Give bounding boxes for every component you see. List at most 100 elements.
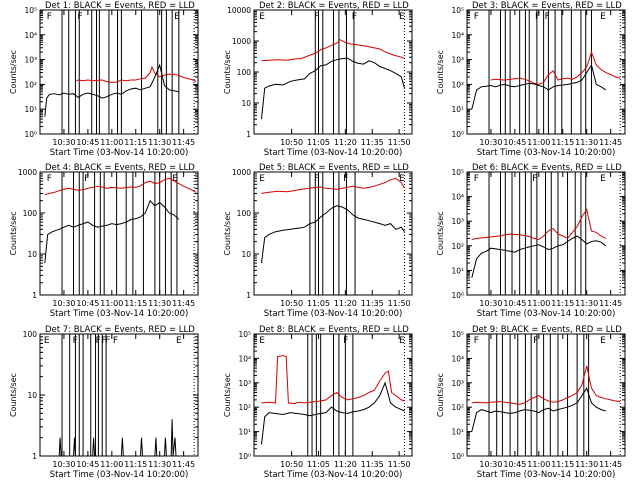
- series-lld-line: [471, 208, 607, 241]
- x-tick-label: 11:35: [361, 299, 384, 308]
- y-tick-label: 10⁴: [451, 31, 464, 40]
- marker-f: F: [47, 174, 52, 184]
- y-tick-label: 10⁰: [451, 291, 464, 300]
- x-tick-label: 10:30: [52, 460, 75, 469]
- y-tick-label: 100: [237, 68, 252, 77]
- x-tick-label: 10:30: [52, 299, 75, 308]
- x-axis-label: Start Time (03-Nov-14 10:20:00): [50, 470, 189, 480]
- panel-title: Det 7: BLACK = Events, RED = LLD: [45, 325, 195, 335]
- marker-f: F: [474, 174, 479, 184]
- marker-e: E: [399, 12, 405, 22]
- marker-f: F: [113, 336, 118, 346]
- marker-e: E: [399, 174, 405, 184]
- y-tick-label: 10²: [238, 403, 251, 412]
- series-events-line: [471, 63, 607, 110]
- y-axis-label: Counts/sec: [223, 373, 232, 417]
- x-tick-label: 11:30: [148, 460, 171, 469]
- x-tick-label: 11:00: [100, 138, 123, 147]
- plot-frame: [466, 333, 626, 457]
- y-tick-label: 100: [23, 330, 38, 339]
- series-events-line: [261, 381, 405, 445]
- y-axis-label: Counts/sec: [436, 211, 445, 255]
- x-tick-label: 11:30: [575, 460, 598, 469]
- panel-title: Det 6: BLACK = Events, RED = LLD: [472, 163, 622, 173]
- x-tick-label: 11:15: [551, 138, 574, 147]
- y-tick-label: 10¹: [451, 105, 464, 114]
- panel-title: Det 3: BLACK = Events, RED = LLD: [472, 1, 622, 11]
- marker-f: F: [314, 12, 319, 22]
- marker-f: F: [77, 12, 82, 22]
- y-tick-label: 10⁰: [24, 130, 37, 139]
- x-axis-label: Start Time (03-Nov-14 10:20:00): [50, 309, 189, 319]
- x-tick-label: 11:05: [307, 138, 330, 147]
- y-tick-label: 10000: [227, 6, 251, 15]
- x-tick-label: 11:05: [307, 299, 330, 308]
- y-tick-label: 1: [246, 291, 251, 300]
- x-axis-label: Start Time (03-Nov-14 10:20:00): [477, 470, 616, 480]
- y-tick-label: 1000: [18, 168, 37, 177]
- y-tick-label: 10¹: [24, 105, 37, 114]
- marker-f: F: [84, 174, 89, 184]
- x-tick-label: 10:30: [479, 138, 502, 147]
- x-tick-label: 11:50: [388, 299, 411, 308]
- x-tick-label: 10:45: [76, 138, 99, 147]
- marker-f: F: [535, 12, 540, 22]
- x-tick-label: 11:50: [388, 460, 411, 469]
- y-tick-label: 100: [23, 209, 38, 218]
- y-tick-label: 10¹: [238, 428, 251, 437]
- y-tick-label: 1000: [232, 37, 251, 46]
- y-tick-label: 10⁵: [451, 168, 464, 177]
- series-lld-line: [261, 39, 405, 62]
- y-tick-label: 10³: [238, 379, 251, 388]
- y-axis-label: Counts/sec: [9, 211, 18, 255]
- x-tick-label: 11:50: [388, 138, 411, 147]
- y-tick-label: 10⁰: [451, 130, 464, 139]
- y-tick-label: 10⁰: [451, 452, 464, 461]
- marker-f: F: [474, 12, 479, 22]
- y-tick-label: 10: [27, 250, 37, 259]
- x-tick-label: 11:15: [551, 299, 574, 308]
- marker-e: E: [600, 174, 606, 184]
- x-tick-label: 10:45: [503, 138, 526, 147]
- x-tick-label: 11:00: [100, 460, 123, 469]
- y-tick-label: 10²: [451, 242, 464, 251]
- x-tick-label: 11:35: [361, 138, 384, 147]
- y-tick-label: 10: [241, 250, 251, 259]
- x-axis-label: Start Time (03-Nov-14 10:20:00): [50, 148, 189, 158]
- y-tick-label: 10⁴: [451, 354, 464, 363]
- marker-f: F: [343, 174, 348, 184]
- marker-f: F: [474, 336, 479, 346]
- series-lld-line: [261, 355, 405, 405]
- y-tick-label: 10⁰: [238, 452, 251, 461]
- x-tick-label: 11:30: [148, 299, 171, 308]
- marker-e: E: [600, 336, 606, 346]
- series-events-line: [471, 235, 607, 278]
- y-axis-label: Counts/sec: [436, 373, 445, 417]
- series-events-line: [44, 419, 177, 457]
- series-events-line: [261, 205, 405, 264]
- panel-title: Det 2: BLACK = Events, RED = LLD: [259, 1, 409, 11]
- y-tick-label: 1000: [232, 168, 251, 177]
- y-axis-label: Counts/sec: [223, 211, 232, 255]
- x-tick-label: 11:20: [334, 138, 357, 147]
- y-axis-label: Counts/sec: [9, 373, 18, 417]
- x-tick-label: 11:00: [100, 299, 123, 308]
- x-tick-label: 11:45: [599, 138, 622, 147]
- marker-f: F: [47, 12, 52, 22]
- x-tick-label: 10:50: [280, 460, 303, 469]
- x-tick-label: 11:30: [148, 138, 171, 147]
- y-tick-label: 10⁵: [451, 330, 464, 339]
- y-tick-label: 10⁴: [24, 31, 37, 40]
- marker-e: E: [176, 336, 182, 346]
- marker-e: E: [174, 12, 180, 22]
- x-tick-label: 10:30: [52, 138, 75, 147]
- x-tick-label: 11:00: [527, 460, 550, 469]
- plot-frame: [253, 171, 413, 296]
- series-events-line: [471, 387, 606, 432]
